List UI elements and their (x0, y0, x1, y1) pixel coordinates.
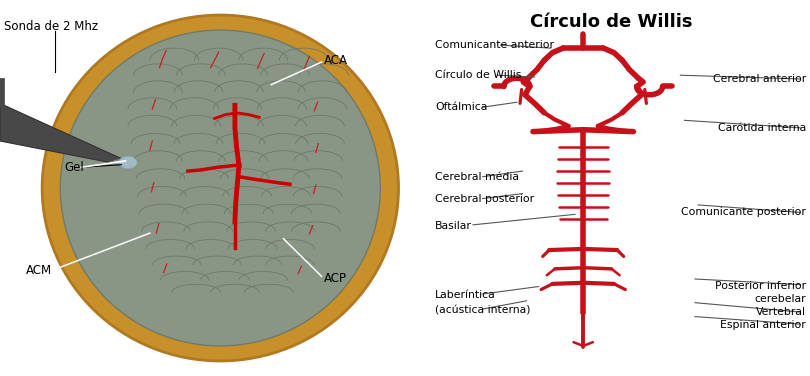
Text: Cerebral posterior: Cerebral posterior (435, 194, 534, 204)
Ellipse shape (119, 156, 137, 168)
Text: Carótida interna: Carótida interna (718, 123, 806, 133)
Text: Círculo de Willis: Círculo de Willis (435, 70, 522, 80)
Text: Comunicante posterior: Comunicante posterior (681, 208, 806, 217)
Text: Cerebral média: Cerebral média (435, 172, 519, 182)
Text: Círculo de Willis: Círculo de Willis (531, 13, 693, 31)
Text: ACM: ACM (26, 264, 52, 277)
Polygon shape (109, 159, 134, 166)
Text: Laberíntica: Laberíntica (435, 290, 496, 300)
Text: (acústica interna): (acústica interna) (435, 305, 531, 315)
Text: Gel: Gel (65, 161, 84, 174)
Text: Posterior inferior: Posterior inferior (715, 281, 806, 291)
Text: ACP: ACP (324, 273, 347, 285)
Text: Sonda de 2 Mhz: Sonda de 2 Mhz (4, 20, 98, 33)
Text: Cerebral anterior: Cerebral anterior (713, 74, 806, 84)
Text: cerebelar: cerebelar (754, 294, 806, 304)
Ellipse shape (42, 15, 399, 361)
Polygon shape (0, 103, 122, 162)
Text: Comunicante anterior: Comunicante anterior (435, 40, 554, 50)
Text: ACA: ACA (324, 54, 348, 67)
Text: Vertebral: Vertebral (756, 307, 806, 317)
Text: Basilar: Basilar (435, 221, 472, 230)
Text: Espinal anterior: Espinal anterior (720, 320, 806, 330)
Ellipse shape (61, 30, 381, 346)
Text: Oftálmica: Oftálmica (435, 102, 488, 112)
